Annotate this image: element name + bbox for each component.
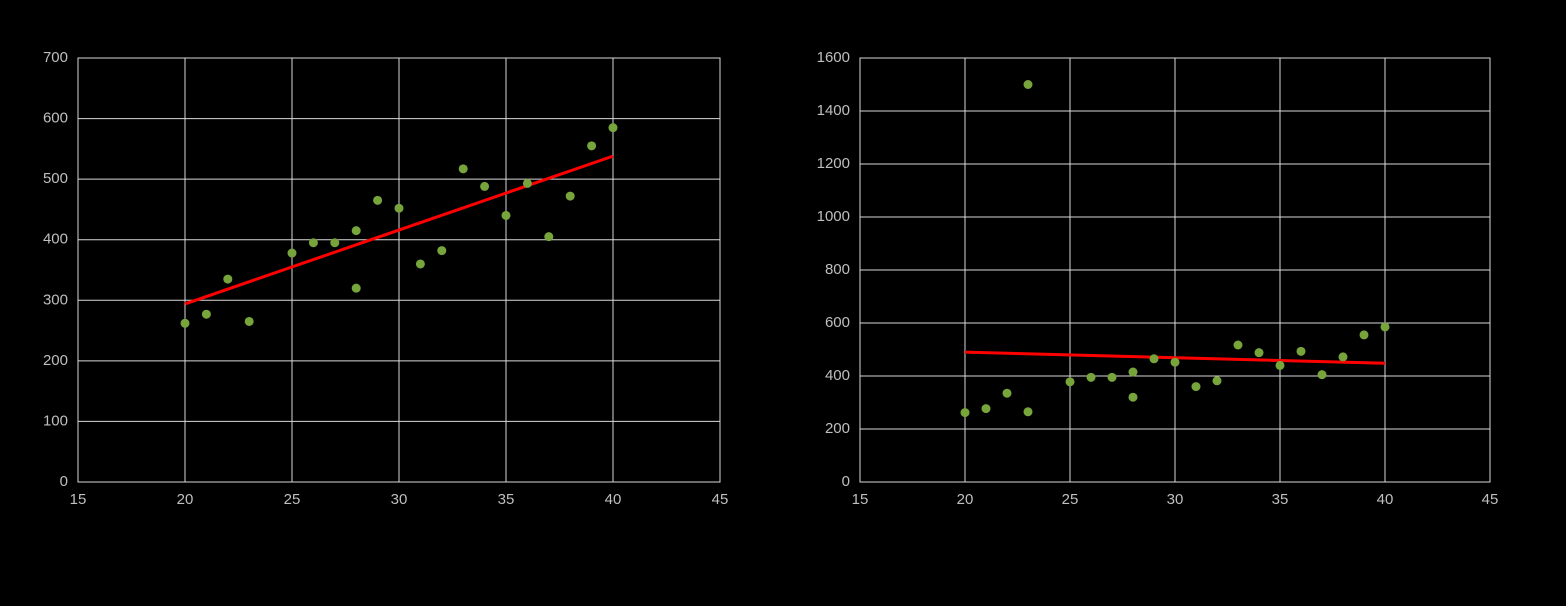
x-axis-tick-label: 35 xyxy=(1272,491,1289,508)
data-point xyxy=(309,238,318,247)
data-point xyxy=(1234,340,1243,349)
data-point xyxy=(1129,393,1138,402)
data-point xyxy=(1108,373,1117,382)
data-point xyxy=(1318,370,1327,379)
data-point xyxy=(1003,389,1012,398)
x-axis-tick-label: 45 xyxy=(712,491,729,508)
data-point xyxy=(202,310,211,319)
data-point xyxy=(1150,354,1159,363)
y-axis-tick-label: 0 xyxy=(60,473,68,490)
data-point xyxy=(1024,407,1033,416)
y-axis-tick-label: 100 xyxy=(43,412,68,429)
data-point xyxy=(330,238,339,247)
data-point xyxy=(502,211,511,220)
x-axis-tick-label: 25 xyxy=(1062,491,1079,508)
data-point xyxy=(181,319,190,328)
data-point xyxy=(352,226,361,235)
data-point xyxy=(395,204,404,213)
scatter-chart-left: 0 100 200 300 400 500 600 700 15 20 25 30 35 40 45 xyxy=(20,20,740,520)
data-point xyxy=(288,249,297,258)
x-axis-tick-label: 30 xyxy=(1167,491,1184,508)
chart-svg: 0 100 200 300 400 500 600 700 15 20 25 30 35 40 45 xyxy=(20,20,740,520)
y-axis-tick-label: 1600 xyxy=(817,49,850,66)
y-axis-tick-label: 400 xyxy=(825,367,850,384)
x-axis-tick-label: 30 xyxy=(391,491,408,508)
data-point xyxy=(1129,368,1138,377)
data-point xyxy=(609,123,618,132)
scatter-chart-right: 0 200 400 600 800 1000 1200 1400 1600 15 20 25 30 35 4… xyxy=(790,20,1510,520)
y-axis-tick-label: 200 xyxy=(825,420,850,437)
x-axis-tick-label: 15 xyxy=(852,491,869,508)
y-axis-tick-label: 200 xyxy=(43,352,68,369)
data-point xyxy=(523,179,532,188)
data-point xyxy=(587,141,596,150)
data-point xyxy=(566,192,575,201)
data-point xyxy=(544,232,553,241)
data-point xyxy=(1360,330,1369,339)
y-axis-tick-label: 1000 xyxy=(817,208,850,225)
x-axis-tick-label: 20 xyxy=(957,491,974,508)
data-point xyxy=(1255,348,1264,357)
x-axis-tick-label: 40 xyxy=(605,491,622,508)
data-point xyxy=(1339,352,1348,361)
x-axis-tick-label: 20 xyxy=(177,491,194,508)
data-point xyxy=(223,275,232,284)
y-axis-tick-label: 0 xyxy=(842,473,850,490)
data-point xyxy=(416,259,425,268)
y-axis-tick-label: 600 xyxy=(43,110,68,127)
data-point xyxy=(459,164,468,173)
data-point xyxy=(437,246,446,255)
data-point xyxy=(373,196,382,205)
chart-svg: 0 200 400 600 800 1000 1200 1400 1600 15 20 25 30 35 4… xyxy=(790,20,1510,520)
x-axis-tick-label: 15 xyxy=(70,491,87,508)
data-point xyxy=(1066,377,1075,386)
data-point xyxy=(961,408,970,417)
data-point xyxy=(1213,376,1222,385)
data-point xyxy=(1024,80,1033,89)
data-point xyxy=(1297,347,1306,356)
chart-pair-container: 0 100 200 300 400 500 600 700 15 20 25 30 35 40 45 0 20… xyxy=(0,0,1566,606)
x-axis-tick-label: 40 xyxy=(1377,491,1394,508)
y-axis-tick-label: 700 xyxy=(43,49,68,66)
data-point xyxy=(245,317,254,326)
data-point xyxy=(480,182,489,191)
data-point xyxy=(1381,322,1390,331)
y-axis-tick-label: 800 xyxy=(825,261,850,278)
x-axis-tick-label: 35 xyxy=(498,491,515,508)
x-axis-tick-label: 25 xyxy=(284,491,301,508)
y-axis-tick-label: 600 xyxy=(825,314,850,331)
y-axis-tick-label: 1400 xyxy=(817,102,850,119)
data-point xyxy=(1087,373,1096,382)
data-point xyxy=(352,284,361,293)
y-axis-tick-label: 300 xyxy=(43,291,68,308)
y-axis-tick-label: 1200 xyxy=(817,155,850,172)
data-point xyxy=(1171,358,1180,367)
y-axis-tick-label: 400 xyxy=(43,231,68,248)
data-point xyxy=(1276,361,1285,370)
y-axis-tick-label: 500 xyxy=(43,170,68,187)
x-axis-tick-label: 45 xyxy=(1482,491,1499,508)
data-point xyxy=(982,404,991,413)
data-point xyxy=(1192,382,1201,391)
